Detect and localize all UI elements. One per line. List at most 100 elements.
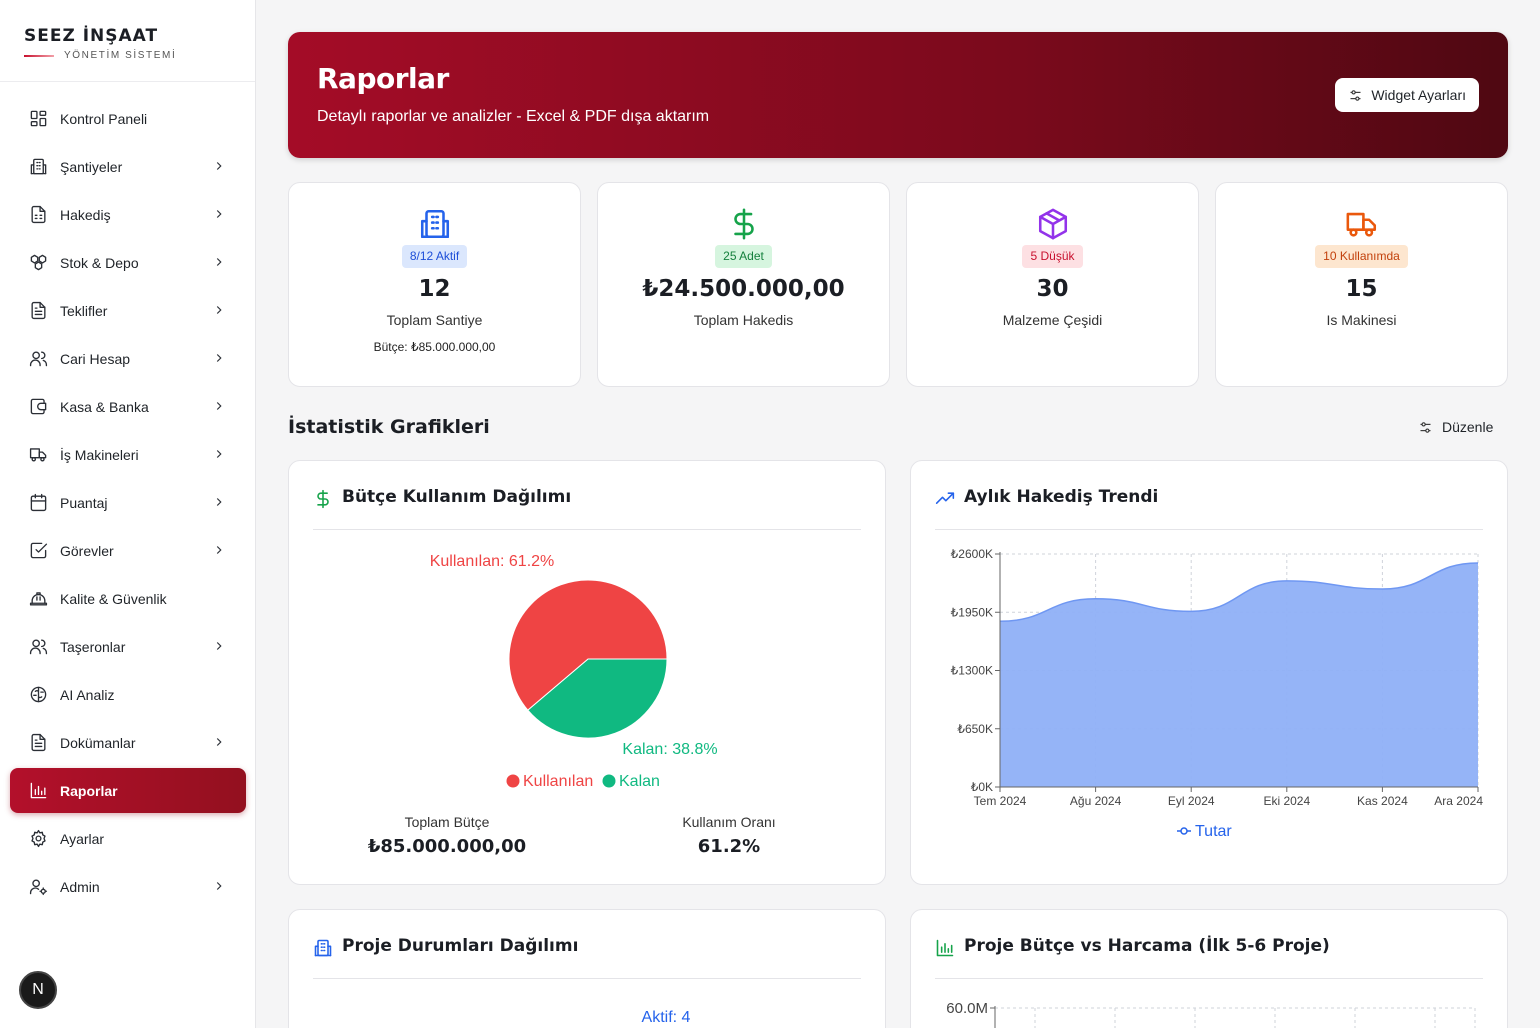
sidebar-item-label: Şantiyeler (60, 158, 123, 175)
sidebar-item-label: Kontrol Paneli (60, 110, 148, 127)
x-tick-label: Kas 2024 (1357, 794, 1408, 808)
chevron-right-icon (212, 207, 226, 221)
dollar-icon (317, 489, 329, 509)
pie-slice-kullanılan (508, 579, 668, 711)
y-tick-label: ₺0K (971, 780, 993, 794)
chevron-right-icon (212, 735, 226, 749)
widget-settings-label: Widget Ayarları (1371, 87, 1466, 103)
project-status-chart: Aktif: 4 (642, 1009, 691, 1026)
sidebar-item-label: Dokümanlar (60, 734, 136, 751)
sidebar-item-label: Stok & Depo (60, 254, 139, 271)
sidebar-item-puantaj[interactable]: Puantaj (10, 480, 246, 525)
wallet-icon (28, 397, 48, 417)
sidebar-item-görevler[interactable]: Görevler (10, 528, 246, 573)
stat-label: Is Makinesi (1326, 312, 1397, 328)
page-title: Raporlar (317, 62, 449, 95)
sidebar-item-label: Taşeronlar (60, 638, 126, 655)
legend-swatch-dot (1180, 827, 1188, 835)
stat-badge: 5 Düşük (1022, 245, 1083, 268)
section-title: İstatistik Grafikleri (288, 416, 490, 438)
chevron-right-icon (212, 399, 226, 413)
area-fill-tutar (1000, 562, 1478, 787)
sidebar: SEEZ İNŞAAT YÖNETİM SİSTEMİ Kontrol Pane… (0, 0, 256, 1028)
legend-swatch (506, 774, 520, 788)
sidebar-item-stok-depo[interactable]: Stok & Depo (10, 240, 246, 285)
sidebar-item-taşeronlar[interactable]: Taşeronlar (10, 624, 246, 669)
sidebar-item-dokümanlar[interactable]: Dokümanlar (10, 720, 246, 765)
users-icon (28, 637, 48, 657)
stat-card-malzeme[interactable]: 5 Düşük 30 Malzeme Çeşidi (906, 182, 1199, 387)
x-tick-label: Ara 2024 (1434, 794, 1483, 808)
y-tick-label: ₺2600K (951, 547, 993, 561)
chevron-right-icon (212, 879, 226, 893)
brain-icon (28, 685, 48, 705)
sidebar-item-hakediş[interactable]: Hakediş (10, 192, 246, 237)
budget-vs-spend-card: Proje Bütçe vs Harcama (İlk 5-6 Proje) 6… (910, 909, 1508, 1028)
budget-vs-spend-chart: 60.0M (946, 1000, 1476, 1028)
sidebar-item-admin[interactable]: Admin (10, 864, 246, 909)
sidebar-item-raporlar[interactable]: Raporlar (10, 768, 246, 813)
truck-icon (28, 445, 48, 465)
truck-icon (1346, 212, 1376, 237)
widget-settings-button[interactable]: Widget Ayarları (1335, 78, 1479, 112)
sidebar-item-ai-analiz[interactable]: AI Analiz (10, 672, 246, 717)
pie-data-label: Kalan: 38.8% (622, 741, 717, 758)
project-status-card: Proje Durumları Dağılımı Aktif: 4 (288, 909, 886, 1028)
sidebar-item-label: Raporlar (60, 782, 118, 799)
sidebar-item-i-ş-makineleri[interactable]: İş Makineleri (10, 432, 246, 477)
sidebar-item-şantiyeler[interactable]: Şantiyeler (10, 144, 246, 189)
stat-value: 12 (418, 276, 451, 302)
bar-chart-icon (936, 939, 954, 957)
sidebar-item-teklifler[interactable]: Teklifler (10, 288, 246, 333)
brand-logo[interactable]: SEEZ İNŞAAT YÖNETİM SİSTEMİ (0, 0, 255, 82)
stat-card-hakedis[interactable]: 25 Adet ₺24.500.000,00 Toplam Hakedis (597, 182, 890, 387)
building-icon (314, 939, 332, 957)
legend-label: Kullanılan (523, 773, 593, 790)
sidebar-item-ayarlar[interactable]: Ayarlar (10, 816, 246, 861)
sliders-icon (1350, 89, 1361, 101)
sidebar-item-label: AI Analiz (60, 686, 115, 703)
chevron-right-icon (212, 255, 226, 269)
hardhat-icon (28, 589, 48, 609)
sidebar-item-kasa-banka[interactable]: Kasa & Banka (10, 384, 246, 429)
sidebar-item-label: Ayarlar (60, 830, 105, 847)
x-tick-label: Eyl 2024 (1168, 794, 1215, 808)
edit-widgets-button[interactable]: Düzenle (1418, 419, 1493, 435)
dollar-icon (733, 208, 754, 240)
brand-subtitle: YÖNETİM SİSTEMİ (64, 50, 177, 61)
boxes-icon (28, 253, 48, 273)
sidebar-nav: Kontrol Paneli Şantiyeler Hakediş Stok & De… (10, 96, 246, 912)
usage-rate-label: Kullanım Oranı (682, 814, 776, 830)
sliders-icon (1420, 421, 1431, 433)
card-title: Aylık Hakediş Trendi (964, 487, 1159, 507)
sidebar-item-kalite-güvenlik[interactable]: Kalite & Güvenlik (10, 576, 246, 621)
sidebar-item-kontrol-paneli[interactable]: Kontrol Paneli (10, 96, 246, 141)
stat-value: 15 (1345, 276, 1378, 302)
document-icon (28, 733, 48, 753)
stat-value: ₺24.500.000,00 (642, 276, 845, 302)
user-avatar[interactable]: N (19, 971, 57, 1009)
total-budget-stat: Toplam Bütçe ₺85.000.000,00 (347, 814, 547, 857)
sidebar-item-label: İş Makineleri (60, 446, 139, 463)
x-tick-label: Eki 2024 (1263, 794, 1310, 808)
gear-icon (28, 829, 48, 849)
x-tick-label: Ağu 2024 (1070, 794, 1122, 808)
sidebar-item-label: Cari Hesap (60, 350, 131, 367)
sidebar-item-label: Kalite & Güvenlik (60, 590, 167, 607)
edit-widgets-label: Düzenle (1442, 419, 1494, 435)
chevron-right-icon (212, 639, 226, 653)
stat-badge: 8/12 Aktif (401, 245, 468, 268)
stat-card-santiye[interactable]: 8/12 Aktif 12 Toplam Santiye Bütçe: ₺85.… (288, 182, 581, 387)
stat-card-makine[interactable]: 10 Kullanımda 15 Is Makinesi (1215, 182, 1508, 387)
sidebar-item-label: Görevler (60, 542, 114, 559)
stat-label: Malzeme Çeşidi (1002, 312, 1103, 328)
sidebar-item-cari-hesap[interactable]: Cari Hesap (10, 336, 246, 381)
checkbox-icon (28, 541, 48, 561)
building-icon (420, 209, 449, 239)
sidebar-item-label: Teklifler (60, 302, 108, 319)
x-tick-label: Tem 2024 (974, 794, 1027, 808)
building-icon (28, 157, 48, 177)
stat-value: 30 (1036, 276, 1069, 302)
sidebar-item-label: Puantaj (60, 494, 108, 511)
stat-label: Toplam Santiye (386, 312, 483, 328)
